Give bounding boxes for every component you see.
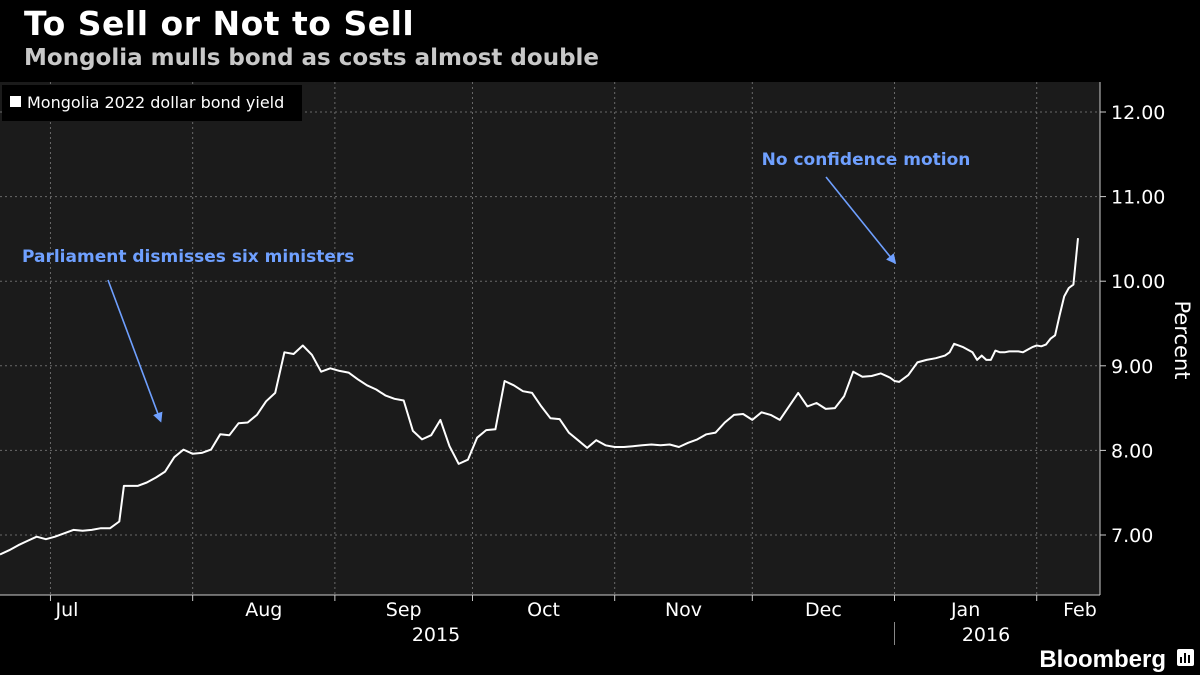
chart-title: To Sell or Not to Sell — [24, 4, 415, 43]
y-tick-label: 9.00 — [1111, 356, 1153, 378]
chart-subtitle: Mongolia mulls bond as costs almost doub… — [24, 45, 600, 71]
y-axis-title: Percent — [1170, 300, 1194, 379]
x-tick-label: Jan — [950, 599, 980, 621]
annotation-arrow — [825, 176, 897, 265]
annotation-layer: Parliament dismisses six ministers No con… — [22, 150, 971, 423]
x-tick-label: Feb — [1063, 599, 1097, 621]
y-tick-label: 8.00 — [1111, 440, 1153, 462]
bloomberg-chart-icon — [1177, 649, 1194, 666]
legend: Mongolia 2022 dollar bond yield — [2, 85, 302, 121]
series-layer — [0, 238, 1079, 556]
y-tick-label: 7.00 — [1111, 525, 1153, 547]
year-label: 2015 — [412, 624, 460, 646]
axis-layer: 7.00 8.00 9.00 10.00 11.00 12.00 Jul Aug Sep Oct N… — [0, 82, 1194, 646]
y-tick-label: 12.00 — [1111, 102, 1165, 124]
legend-swatch — [10, 96, 21, 107]
x-tick-label: Nov — [665, 599, 702, 621]
y-tick-label: 10.00 — [1111, 271, 1165, 293]
x-tick-label: Oct — [527, 599, 560, 621]
plot-background — [0, 82, 1100, 595]
x-tick-label: Aug — [245, 599, 282, 621]
grid-layer — [0, 82, 1100, 595]
annotation-label: Parliament dismisses six ministers — [22, 247, 354, 267]
legend-box — [2, 85, 302, 121]
series-line — [0, 238, 1079, 556]
x-tick-label: Jul — [55, 599, 79, 621]
x-tick-label: Dec — [805, 599, 842, 621]
annotation-arrow — [107, 279, 163, 423]
year-label: 2016 — [962, 624, 1010, 646]
y-tick-label: 11.00 — [1111, 187, 1165, 209]
bloomberg-logo: Bloomberg — [1039, 646, 1166, 673]
x-tick-label: Sep — [386, 599, 422, 621]
legend-label: Mongolia 2022 dollar bond yield — [27, 93, 284, 112]
annotation-label: No confidence motion — [762, 150, 971, 170]
